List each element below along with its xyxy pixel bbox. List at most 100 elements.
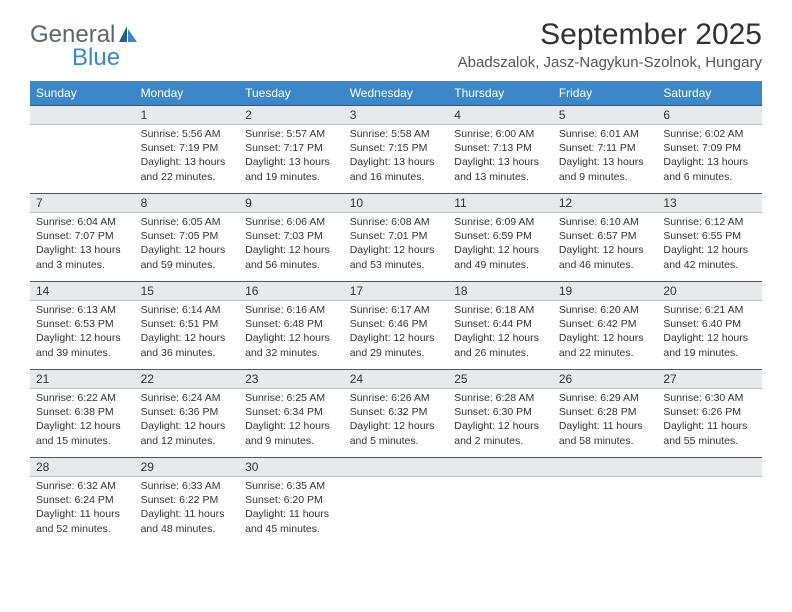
daylight-line-2: and 9 minutes. [245, 434, 338, 448]
daylight-line-1: Daylight: 12 hours [350, 419, 443, 433]
sunrise-line: Sunrise: 6:18 AM [454, 303, 547, 317]
sunset-line: Sunset: 7:17 PM [245, 141, 338, 155]
sunrise-line: Sunrise: 6:01 AM [559, 127, 652, 141]
day-details: Sunrise: 6:20 AMSunset: 6:42 PMDaylight:… [553, 301, 658, 364]
sunset-line: Sunset: 6:57 PM [559, 229, 652, 243]
day-details: Sunrise: 6:33 AMSunset: 6:22 PMDaylight:… [135, 477, 240, 540]
sunset-line: Sunset: 6:46 PM [350, 317, 443, 331]
calendar-cell: 17Sunrise: 6:17 AMSunset: 6:46 PMDayligh… [344, 281, 449, 369]
day-details: Sunrise: 6:01 AMSunset: 7:11 PMDaylight:… [553, 125, 658, 188]
day-number: 25 [448, 370, 553, 388]
day-number-bar: 7 [30, 193, 135, 213]
daylight-line-1: Daylight: 13 hours [36, 243, 129, 257]
day-details: Sunrise: 5:57 AMSunset: 7:17 PMDaylight:… [239, 125, 344, 188]
sunset-line: Sunset: 7:15 PM [350, 141, 443, 155]
day-number: 8 [135, 194, 240, 212]
daylight-line-1: Daylight: 12 hours [245, 243, 338, 257]
daylight-line-1: Daylight: 12 hours [36, 419, 129, 433]
daylight-line-1: Daylight: 12 hours [350, 331, 443, 345]
logo-text: General Blue [30, 24, 139, 70]
daylight-line-2: and 22 minutes. [141, 170, 234, 184]
calendar-cell: 3Sunrise: 5:58 AMSunset: 7:15 PMDaylight… [344, 105, 449, 193]
day-details: Sunrise: 6:08 AMSunset: 7:01 PMDaylight:… [344, 213, 449, 276]
day-number-bar: 2 [239, 105, 344, 125]
calendar-cell: 4Sunrise: 6:00 AMSunset: 7:13 PMDaylight… [448, 105, 553, 193]
daylight-line-2: and 9 minutes. [559, 170, 652, 184]
calendar-week-row: 7Sunrise: 6:04 AMSunset: 7:07 PMDaylight… [30, 193, 762, 281]
day-details: Sunrise: 6:09 AMSunset: 6:59 PMDaylight:… [448, 213, 553, 276]
calendar-cell: 27Sunrise: 6:30 AMSunset: 6:26 PMDayligh… [657, 369, 762, 457]
daylight-line-2: and 15 minutes. [36, 434, 129, 448]
calendar-cell: 29Sunrise: 6:33 AMSunset: 6:22 PMDayligh… [135, 457, 240, 545]
calendar-thead: SundayMondayTuesdayWednesdayThursdayFrid… [30, 81, 762, 105]
day-details: Sunrise: 6:22 AMSunset: 6:38 PMDaylight:… [30, 389, 135, 452]
daylight-line-1: Daylight: 13 hours [350, 155, 443, 169]
day-details: Sunrise: 6:04 AMSunset: 7:07 PMDaylight:… [30, 213, 135, 276]
daylight-line-2: and 42 minutes. [663, 258, 756, 272]
day-details: Sunrise: 6:29 AMSunset: 6:28 PMDaylight:… [553, 389, 658, 452]
sunset-line: Sunset: 7:05 PM [141, 229, 234, 243]
sunrise-line: Sunrise: 6:26 AM [350, 391, 443, 405]
day-header: Wednesday [344, 81, 449, 105]
day-header-row: SundayMondayTuesdayWednesdayThursdayFrid… [30, 81, 762, 105]
day-number-bar: 6 [657, 105, 762, 125]
sunset-line: Sunset: 7:19 PM [141, 141, 234, 155]
day-number: 4 [448, 106, 553, 124]
day-number: 12 [553, 194, 658, 212]
sunrise-line: Sunrise: 6:32 AM [36, 479, 129, 493]
day-number-bar: 28 [30, 457, 135, 477]
sunset-line: Sunset: 7:11 PM [559, 141, 652, 155]
sunset-line: Sunset: 7:09 PM [663, 141, 756, 155]
day-number-bar: 18 [448, 281, 553, 301]
day-number-bar: 8 [135, 193, 240, 213]
day-number-bar [448, 457, 553, 477]
calendar-cell: 6Sunrise: 6:02 AMSunset: 7:09 PMDaylight… [657, 105, 762, 193]
logo-part2: Blue [72, 47, 139, 70]
daylight-line-1: Daylight: 12 hours [36, 331, 129, 345]
day-number: 19 [553, 282, 658, 300]
daylight-line-1: Daylight: 12 hours [663, 331, 756, 345]
day-number [553, 458, 658, 476]
daylight-line-2: and 55 minutes. [663, 434, 756, 448]
day-details: Sunrise: 5:56 AMSunset: 7:19 PMDaylight:… [135, 125, 240, 188]
day-number-bar: 11 [448, 193, 553, 213]
daylight-line-2: and 53 minutes. [350, 258, 443, 272]
sunrise-line: Sunrise: 6:10 AM [559, 215, 652, 229]
day-number: 14 [30, 282, 135, 300]
calendar-page: General Blue September 2025 Abadszalok, … [0, 0, 792, 565]
daylight-line-2: and 56 minutes. [245, 258, 338, 272]
sunset-line: Sunset: 6:38 PM [36, 405, 129, 419]
day-number: 26 [553, 370, 658, 388]
day-number-bar: 14 [30, 281, 135, 301]
daylight-line-1: Daylight: 12 hours [454, 243, 547, 257]
title-block: September 2025 Abadszalok, Jasz-Nagykun-… [458, 18, 762, 75]
calendar-cell: 7Sunrise: 6:04 AMSunset: 7:07 PMDaylight… [30, 193, 135, 281]
day-header: Thursday [448, 81, 553, 105]
day-number-bar: 23 [239, 369, 344, 389]
sunrise-line: Sunrise: 6:04 AM [36, 215, 129, 229]
day-number-bar: 24 [344, 369, 449, 389]
day-details: Sunrise: 6:28 AMSunset: 6:30 PMDaylight:… [448, 389, 553, 452]
sunrise-line: Sunrise: 6:05 AM [141, 215, 234, 229]
location-label: Abadszalok, Jasz-Nagykun-Szolnok, Hungar… [458, 54, 762, 71]
calendar-week-row: 21Sunrise: 6:22 AMSunset: 6:38 PMDayligh… [30, 369, 762, 457]
calendar-week-row: 1Sunrise: 5:56 AMSunset: 7:19 PMDaylight… [30, 105, 762, 193]
day-number-bar: 10 [344, 193, 449, 213]
calendar-cell: 26Sunrise: 6:29 AMSunset: 6:28 PMDayligh… [553, 369, 658, 457]
day-details: Sunrise: 6:02 AMSunset: 7:09 PMDaylight:… [657, 125, 762, 188]
daylight-line-1: Daylight: 12 hours [454, 331, 547, 345]
day-number-bar: 12 [553, 193, 658, 213]
day-number: 7 [30, 194, 135, 212]
day-number: 20 [657, 282, 762, 300]
day-number: 21 [30, 370, 135, 388]
day-number-bar [344, 457, 449, 477]
sunset-line: Sunset: 7:07 PM [36, 229, 129, 243]
calendar-cell: 1Sunrise: 5:56 AMSunset: 7:19 PMDaylight… [135, 105, 240, 193]
day-details: Sunrise: 6:13 AMSunset: 6:53 PMDaylight:… [30, 301, 135, 364]
sunset-line: Sunset: 6:32 PM [350, 405, 443, 419]
day-number-bar: 16 [239, 281, 344, 301]
calendar-cell: 11Sunrise: 6:09 AMSunset: 6:59 PMDayligh… [448, 193, 553, 281]
day-number-bar: 15 [135, 281, 240, 301]
daylight-line-2: and 52 minutes. [36, 522, 129, 536]
calendar-cell [30, 105, 135, 193]
